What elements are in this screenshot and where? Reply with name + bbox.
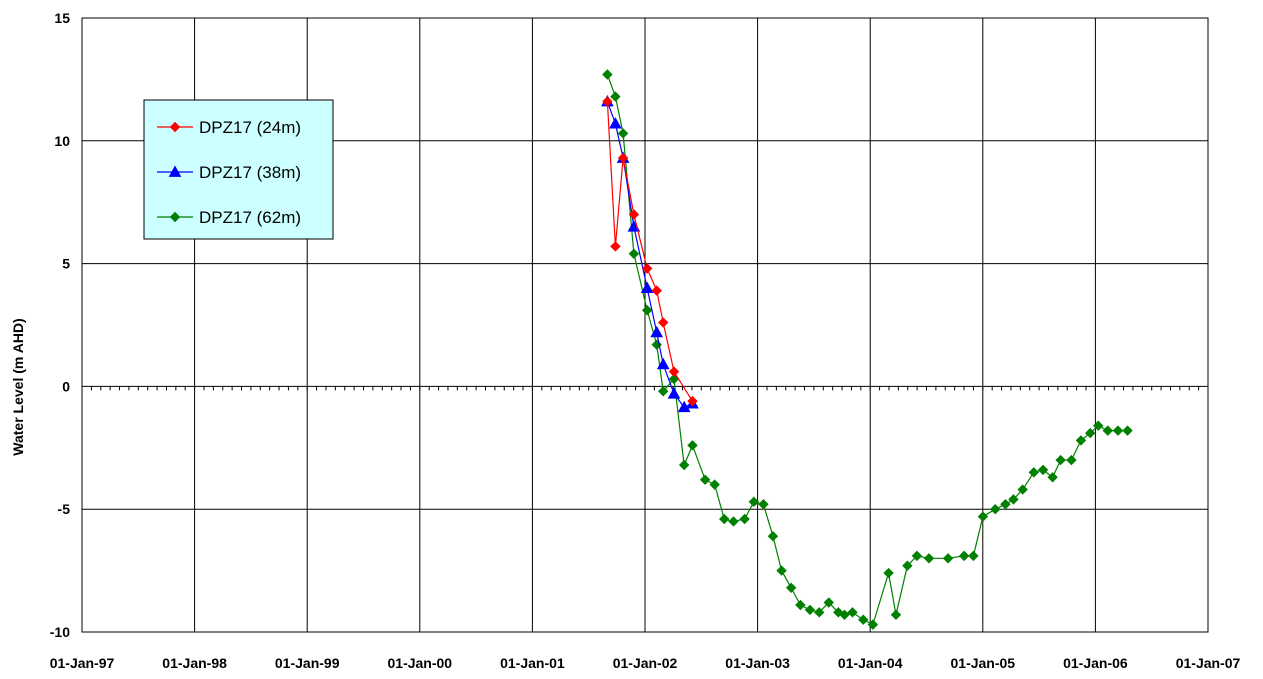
x-tick-label: 01-Jan-00 (388, 655, 453, 671)
x-tick-label: 01-Jan-97 (50, 655, 115, 671)
legend-label: DPZ17 (62m) (199, 208, 301, 227)
x-tick-label: 01-Jan-05 (951, 655, 1016, 671)
legend-swatch-marker (169, 121, 181, 133)
data-point (795, 599, 806, 611)
data-point (748, 496, 760, 508)
data-point (739, 513, 750, 525)
data-point (923, 553, 935, 564)
data-point (640, 281, 654, 294)
data-point (858, 614, 869, 625)
data-point (883, 567, 894, 579)
data-point (1085, 427, 1096, 439)
data-point (628, 248, 640, 259)
data-point (990, 503, 1001, 515)
data-point (602, 69, 613, 80)
y-tick-label: -5 (58, 501, 71, 517)
legend-label: DPZ17 (38m) (199, 163, 301, 182)
data-point (867, 619, 879, 630)
legend-swatch-marker (168, 165, 182, 177)
series-2 (602, 69, 1133, 630)
data-point (847, 607, 858, 618)
data-point (804, 604, 816, 616)
y-tick-label: -10 (50, 624, 70, 640)
data-point (1112, 425, 1124, 436)
data-point (839, 609, 850, 621)
legend-swatch-marker (169, 211, 181, 223)
data-point (628, 209, 640, 220)
data-point (1102, 425, 1113, 436)
data-point (1122, 425, 1133, 436)
data-point (785, 582, 797, 593)
x-tick-label: 01-Jan-07 (1176, 655, 1241, 671)
data-point (641, 305, 653, 316)
series-0 (602, 96, 698, 407)
data-point (687, 395, 698, 407)
data-point (1047, 472, 1058, 483)
data-point (1037, 464, 1049, 476)
data-point (776, 565, 787, 576)
data-point (813, 607, 825, 618)
x-tick-label: 01-Jan-03 (725, 655, 790, 671)
x-tick-label: 01-Jan-06 (1063, 655, 1128, 671)
data-point (650, 325, 664, 338)
data-point (602, 96, 613, 107)
data-point (968, 550, 979, 562)
data-point (823, 597, 834, 608)
data-point (719, 513, 730, 525)
series-1 (601, 94, 699, 413)
data-point (668, 366, 680, 377)
data-point (667, 387, 681, 399)
data-point (1093, 420, 1104, 431)
data-point (1017, 484, 1028, 495)
data-point (699, 474, 711, 485)
x-tick-label: 01-Jan-01 (500, 655, 565, 671)
data-point (1028, 467, 1040, 478)
data-point (1055, 454, 1066, 466)
axis-layer: 01-Jan-97 01-Jan-98 01-Jan-99 01-Jan-00 01-J… (50, 10, 1241, 671)
y-tick-label: 15 (54, 10, 70, 26)
data-point (1000, 499, 1011, 510)
y-tick-label: 10 (54, 133, 70, 149)
y-tick-label: 0 (62, 378, 70, 394)
data-point (767, 531, 779, 542)
y-tick-label: 5 (62, 256, 70, 272)
data-point (678, 459, 690, 471)
data-point (610, 241, 621, 252)
data-point (728, 516, 739, 527)
series-line (606, 74, 1128, 626)
data-point (1008, 494, 1019, 505)
data-point (610, 91, 621, 102)
legend-label: DPZ17 (24m) (199, 118, 301, 137)
series-line (606, 101, 693, 409)
data-point (677, 400, 691, 413)
data-point (656, 357, 670, 370)
x-tick-label: 01-Jan-99 (275, 655, 340, 671)
data-point (890, 609, 902, 621)
x-tick-label: 01-Jan-98 (162, 655, 227, 671)
data-point (1066, 454, 1077, 466)
data-point (657, 317, 669, 328)
data-point (958, 550, 970, 562)
data-point (687, 440, 698, 451)
data-point (641, 263, 653, 274)
data-point (609, 117, 622, 129)
series-layer (601, 69, 1133, 630)
data-point (1075, 435, 1087, 446)
data-point (977, 511, 989, 522)
data-point (709, 479, 720, 490)
data-point (942, 553, 954, 564)
x-tick-label: 01-Jan-02 (613, 655, 678, 671)
data-point (657, 386, 669, 397)
data-point (758, 499, 769, 510)
data-point (617, 128, 629, 139)
y-axis-title: Water Level (m AHD) (10, 318, 26, 455)
x-tick-label: 01-Jan-04 (838, 655, 903, 671)
data-point (651, 285, 662, 296)
data-point (902, 560, 913, 571)
legend: DPZ17 (24m) DPZ17 (38m) DPZ17 (62m) (143, 99, 334, 240)
data-point (617, 152, 629, 164)
data-point (911, 550, 923, 562)
